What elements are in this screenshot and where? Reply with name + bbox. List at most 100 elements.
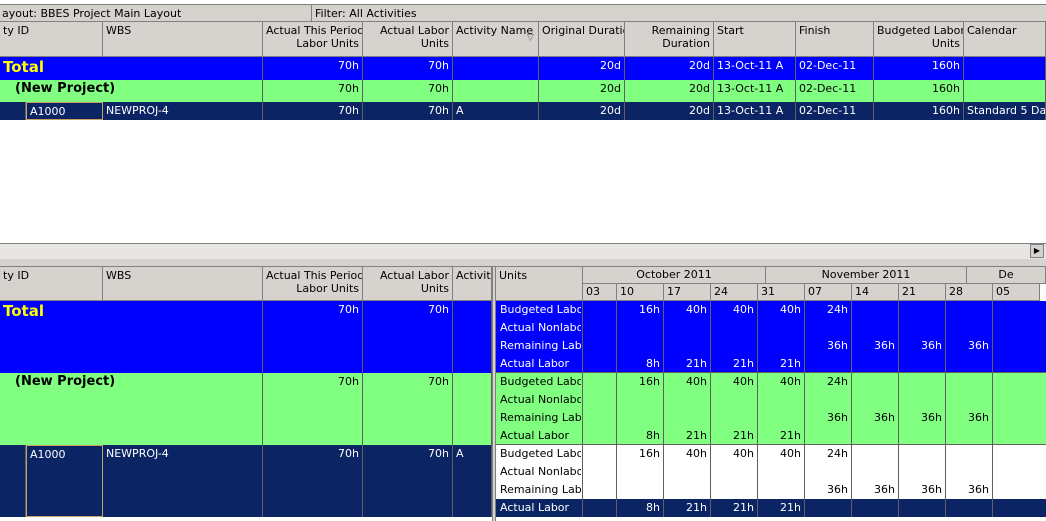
col-label: Activity Name <box>456 24 534 37</box>
cell-value: 70h <box>263 301 363 373</box>
col-activity-id[interactable]: ty ID <box>0 22 103 57</box>
usage-value: 21h <box>733 357 754 370</box>
usage-value: 21h <box>780 429 801 442</box>
col-label: Actual This Period <box>266 24 363 37</box>
col-activity-id[interactable]: ty ID <box>0 267 103 301</box>
unit-label: Actual Labor <box>500 357 570 370</box>
usage-value: 21h <box>780 357 801 370</box>
row-indent <box>0 102 26 120</box>
vertical-splitter[interactable] <box>492 267 496 521</box>
cell-value: 70h <box>363 80 453 102</box>
col-actual-this-period[interactable]: Actual This Period Labor Units <box>263 267 363 301</box>
cell-value: 70h <box>263 373 363 445</box>
usage-value: 36h <box>874 483 895 496</box>
cell-value: 70h <box>263 80 363 102</box>
cell-value: 20d <box>539 57 625 80</box>
col-activity-name[interactable]: Activity <box>453 267 492 301</box>
usage-band <box>496 373 1046 445</box>
activity-id-cell[interactable]: A1000 <box>26 445 103 517</box>
activity-id-cell[interactable]: A1000 <box>26 102 103 120</box>
cell-value: 02-Dec-11 <box>796 80 874 102</box>
usage-value: 24h <box>827 303 848 316</box>
timescale-week: 07 <box>805 284 852 301</box>
col-actual-labor-units[interactable]: Actual Labor Units <box>363 267 453 301</box>
grid-line <box>582 301 583 517</box>
cell-value: 20d <box>625 80 714 102</box>
filter-name[interactable]: Filter: All Activities <box>315 7 417 20</box>
col-units[interactable]: Units <box>496 267 583 301</box>
col-calendar[interactable]: Calendar <box>964 22 1046 57</box>
usage-value: 40h <box>686 303 707 316</box>
col-remaining-duration[interactable]: Remaining Duration <box>625 22 714 57</box>
grid-line <box>757 301 758 517</box>
unit-label: Remaining Lab... <box>500 339 581 352</box>
unit-label: Remaining Lab... <box>500 483 581 496</box>
total-label: Total <box>0 57 263 80</box>
usage-value: 36h <box>827 483 848 496</box>
usage-value: 36h <box>921 411 942 424</box>
cell-value: NEWPROJ-4 <box>103 102 263 120</box>
usage-value: 8h <box>646 357 660 370</box>
col-finish[interactable]: Finish <box>796 22 874 57</box>
grid-line <box>992 301 993 517</box>
usage-value: 24h <box>827 375 848 388</box>
col-actual-this-period[interactable]: Actual This Period Labor Units <box>263 22 363 57</box>
unit-label: Actual Labor <box>500 501 570 514</box>
usage-value: 16h <box>639 375 660 388</box>
usage-value: 21h <box>686 501 707 514</box>
horizontal-scrollbar[interactable] <box>0 243 1046 259</box>
col-label: WBS <box>106 269 132 282</box>
grid-line <box>663 301 664 517</box>
col-label: Units <box>931 37 960 50</box>
cell-value: A <box>453 102 539 120</box>
scroll-right-icon[interactable]: ▶ <box>1030 244 1044 258</box>
col-actual-labor-units[interactable]: Actual Labor Units <box>363 22 453 57</box>
col-label: WBS <box>106 24 132 37</box>
grid-line <box>851 301 852 517</box>
timescale-month: De <box>967 267 1046 284</box>
unit-label: Budgeted Labor <box>500 375 581 388</box>
cell-value <box>453 57 539 80</box>
cell-value: 02-Dec-11 <box>796 102 874 120</box>
col-label: Calendar <box>967 24 1017 37</box>
cell-value: 13-Oct-11 A <box>714 80 796 102</box>
usage-value: 16h <box>639 303 660 316</box>
usage-value: 40h <box>733 303 754 316</box>
col-activity-name[interactable]: Activity Name ▽ <box>453 22 539 57</box>
col-label: Actual Labor <box>379 24 449 37</box>
grid-line <box>898 301 899 517</box>
usage-value: 40h <box>686 375 707 388</box>
unit-label: Remaining Lab... <box>500 411 581 424</box>
cell-value: 70h <box>363 445 453 517</box>
col-wbs[interactable]: WBS <box>103 22 263 57</box>
cell-value: 13-Oct-11 A <box>714 57 796 80</box>
cell-value: 20d <box>539 102 625 120</box>
unit-label: Budgeted Labor <box>500 447 581 460</box>
usage-value: 36h <box>921 483 942 496</box>
cell-value <box>964 57 1046 80</box>
cell-value: 20d <box>625 57 714 80</box>
timescale-week: 03 <box>583 284 617 301</box>
usage-value: 36h <box>827 411 848 424</box>
sort-descending-icon: ▽ <box>527 33 534 43</box>
unit-label: Actual Labor <box>500 429 570 442</box>
cell-value: 02-Dec-11 <box>796 57 874 80</box>
col-budgeted-labor-units[interactable]: Budgeted Labor Units <box>874 22 964 57</box>
usage-value: 21h <box>733 429 754 442</box>
usage-value: 36h <box>968 411 989 424</box>
col-label: Start <box>717 24 744 37</box>
cell-value: 70h <box>363 57 453 80</box>
col-label: Actual Labor <box>379 269 449 282</box>
pane-splitter[interactable] <box>0 259 1046 267</box>
col-start[interactable]: Start <box>714 22 796 57</box>
col-label: Duration <box>662 37 710 50</box>
col-original-duration[interactable]: Original Duration <box>539 22 625 57</box>
col-wbs[interactable]: WBS <box>103 267 263 301</box>
usage-value: 40h <box>780 447 801 460</box>
col-label: Remaining <box>651 24 710 37</box>
usage-value: 40h <box>686 447 707 460</box>
cell-value: 20d <box>539 80 625 102</box>
unit-label: Actual Nonlabor <box>500 321 581 334</box>
layout-name[interactable]: ayout: BBES Project Main Layout <box>2 7 182 20</box>
timescale-week: 10 <box>617 284 664 301</box>
